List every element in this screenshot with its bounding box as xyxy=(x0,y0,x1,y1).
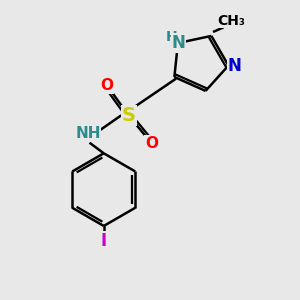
Text: S: S xyxy=(122,106,136,125)
Text: NH: NH xyxy=(75,126,101,141)
Text: CH₃: CH₃ xyxy=(217,14,245,28)
Text: H: H xyxy=(166,30,178,44)
Text: O: O xyxy=(100,78,114,93)
Text: N: N xyxy=(227,56,241,74)
Text: N: N xyxy=(172,34,185,52)
Text: I: I xyxy=(101,232,107,250)
Text: O: O xyxy=(145,136,158,151)
